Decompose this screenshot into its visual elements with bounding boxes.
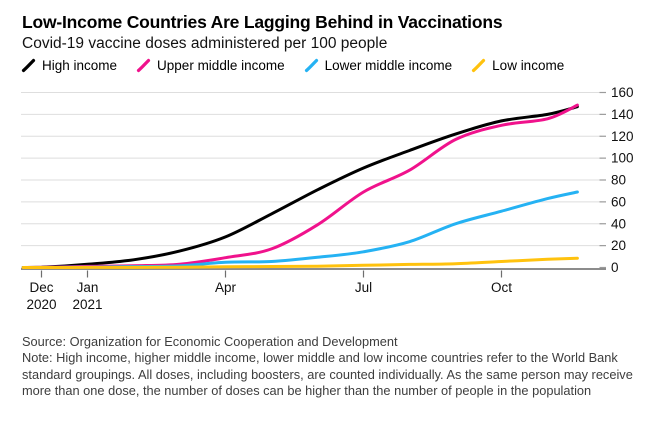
source-text: Source: Organization for Economic Cooper… xyxy=(22,334,398,349)
chart-legend: High income Upper middle income Lower mi… xyxy=(21,58,564,73)
x-axis-tick-label: Dec xyxy=(29,280,53,295)
legend-item-upper-middle-income: Upper middle income xyxy=(136,58,285,73)
x-axis-tick-label: Apr xyxy=(215,280,237,295)
chart-footnotes: Source: Organization for Economic Cooper… xyxy=(22,334,640,399)
x-axis-year-label: 2021 xyxy=(72,297,102,312)
note-text: Note: High income, higher middle income,… xyxy=(22,350,633,398)
chart-title: Low-Income Countries Are Lagging Behind … xyxy=(22,12,503,32)
series-line-lower-middle-income xyxy=(21,190,579,269)
x-axis-year-label: 2020 xyxy=(26,297,56,312)
y-axis-tick-label: 80 xyxy=(611,173,626,188)
line-swatch-icon xyxy=(21,58,36,73)
legend-label: High income xyxy=(42,58,118,73)
x-axis-tick-label: Oct xyxy=(491,280,512,295)
y-axis-tick-label: 0 xyxy=(611,260,619,275)
y-axis-tick-label: 20 xyxy=(611,238,626,253)
x-axis-tick-label: Jul xyxy=(355,280,372,295)
x-axis-tick-label: Jan xyxy=(77,280,99,295)
y-axis-tick-label: 100 xyxy=(611,151,634,166)
y-axis-tick-label: 40 xyxy=(611,216,626,231)
legend-label: Lower middle income xyxy=(324,58,453,73)
legend-label: Upper middle income xyxy=(157,58,285,73)
legend-item-low-income: Low income xyxy=(471,58,564,73)
y-axis-tick-label: 160 xyxy=(611,85,634,100)
y-axis-tick-label: 120 xyxy=(611,129,634,144)
line-swatch-icon xyxy=(472,58,486,73)
chart-subtitle: Covid-19 vaccine doses administered per … xyxy=(22,35,388,52)
legend-item-high-income: High income xyxy=(21,58,117,73)
y-axis-tick-label: 140 xyxy=(611,107,634,122)
series-line-low-income xyxy=(21,256,579,269)
legend-label: Low income xyxy=(492,58,565,73)
y-axis-tick-label: 60 xyxy=(611,194,626,209)
line-swatch-icon xyxy=(136,58,151,73)
series-line-high-income xyxy=(21,105,579,269)
series-line-upper-middle-income xyxy=(21,103,579,269)
legend-item-lower-middle-income: Lower middle income xyxy=(304,58,453,73)
line-swatch-icon xyxy=(304,58,318,73)
